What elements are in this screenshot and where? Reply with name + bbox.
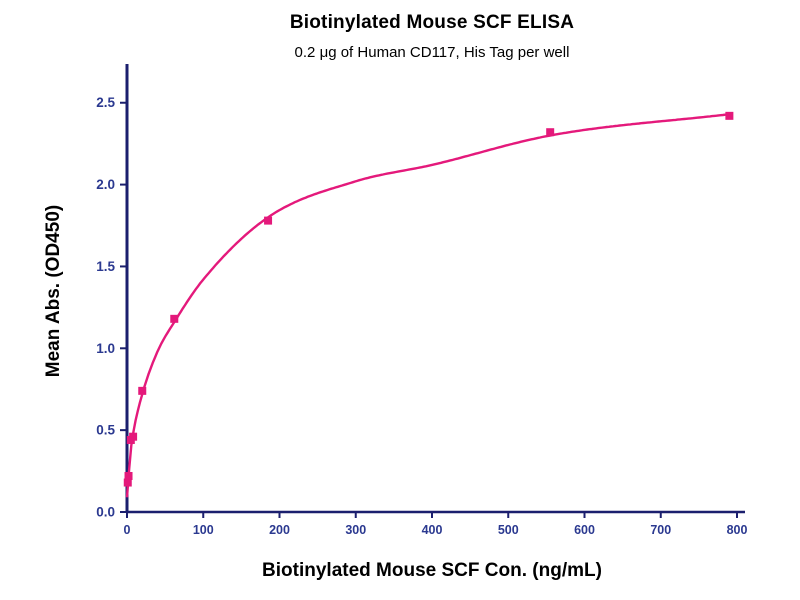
chart-subtitle: 0.2 μg of Human CD117, His Tag per well bbox=[294, 44, 570, 61]
x-tick-label: 300 bbox=[345, 523, 366, 537]
data-point-marker bbox=[725, 111, 734, 120]
data-point-marker bbox=[170, 314, 179, 323]
x-tick-label: 400 bbox=[422, 523, 443, 537]
y-tick-label: 0.5 bbox=[96, 423, 115, 438]
data-point-marker bbox=[129, 432, 138, 441]
data-point-marker bbox=[138, 386, 147, 395]
fit-curve bbox=[125, 113, 730, 498]
y-tick-label: 2.5 bbox=[96, 95, 115, 110]
chart-title: Biotinylated Mouse SCF ELISA bbox=[289, 12, 575, 33]
data-point-marker bbox=[264, 216, 273, 225]
data-point-marker bbox=[123, 478, 132, 487]
data-point-marker bbox=[546, 128, 555, 137]
x-tick-label: 700 bbox=[650, 523, 671, 537]
y-tick-label: 2.0 bbox=[96, 177, 115, 192]
x-axis-label: Biotinylated Mouse SCF Con. (ng/mL) bbox=[262, 560, 602, 581]
x-tick-label: 0 bbox=[124, 523, 131, 537]
x-tick-label: 800 bbox=[727, 523, 748, 537]
x-tick-label: 500 bbox=[498, 523, 519, 537]
y-tick-label: 1.0 bbox=[96, 341, 115, 356]
x-tick-label: 600 bbox=[574, 523, 595, 537]
x-tick-label: 200 bbox=[269, 523, 290, 537]
y-tick-label: 0.0 bbox=[96, 505, 115, 520]
x-tick-label: 100 bbox=[193, 523, 214, 537]
data-point-marker bbox=[124, 471, 133, 480]
y-tick-label: 1.5 bbox=[96, 259, 115, 274]
